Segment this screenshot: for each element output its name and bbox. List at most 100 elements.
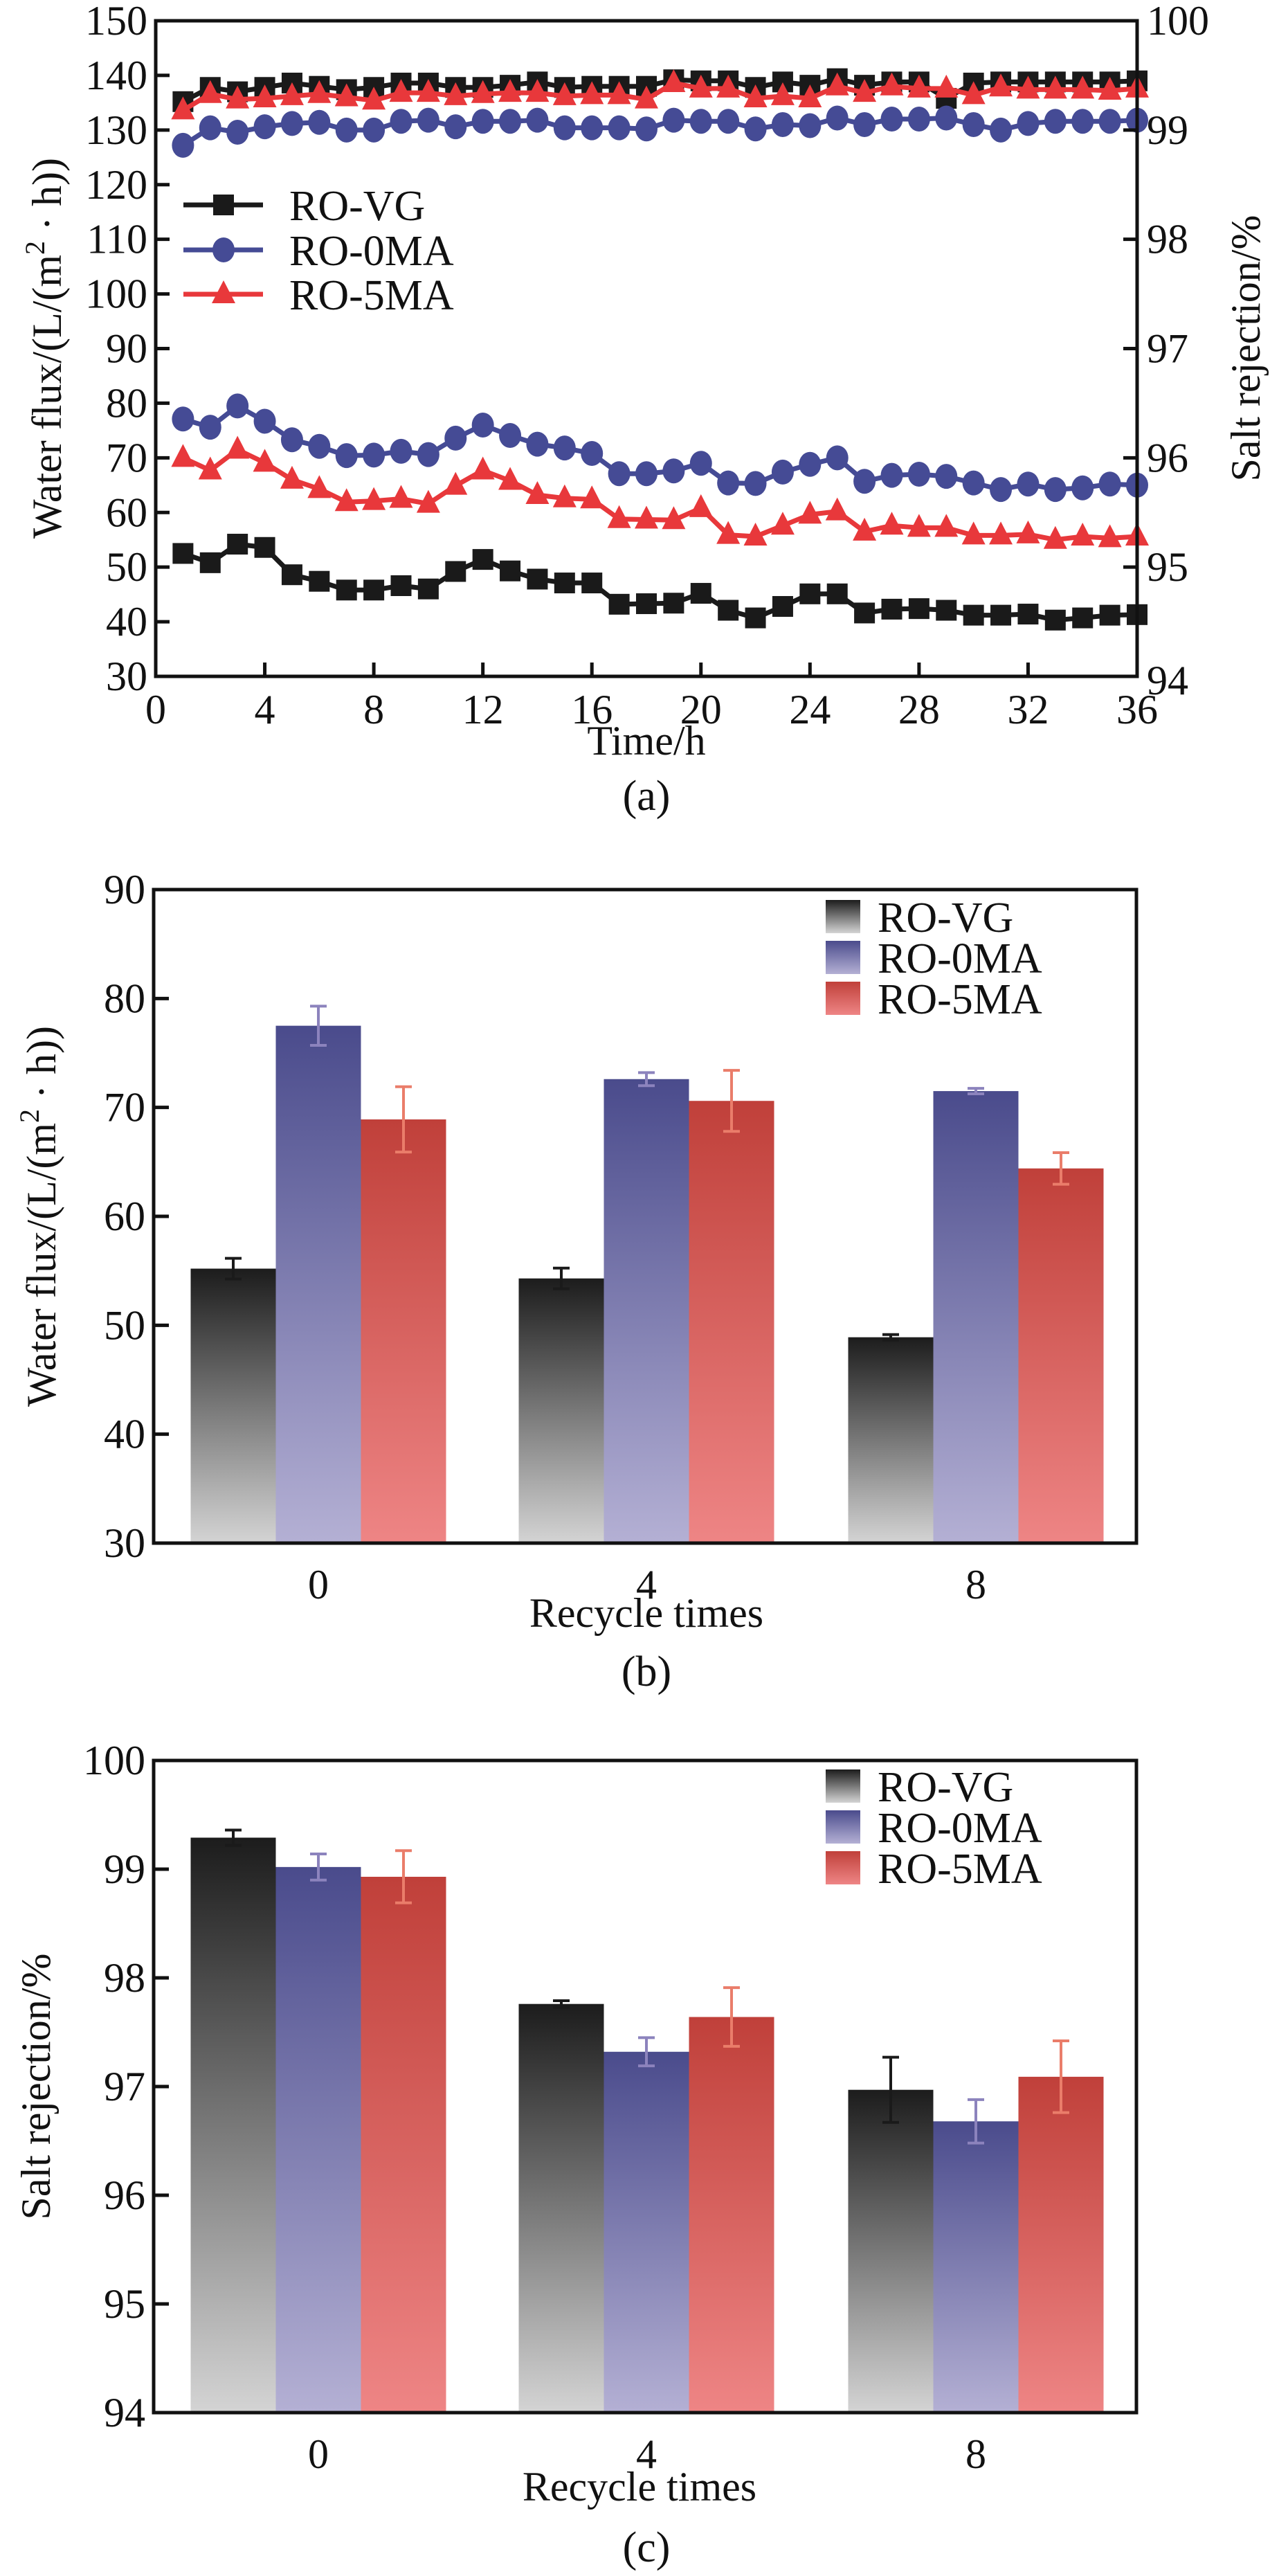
legend-item-ro-5ma: RO-5MA [183, 272, 454, 319]
point-ro-vg-marker-square [799, 583, 821, 604]
point-ro-0ma-marker-circle [390, 109, 412, 134]
point-ro-0ma-marker-circle [444, 114, 467, 140]
point-ro-0ma-marker-circle [880, 462, 903, 488]
error-bar-ro-0ma-0 [310, 1005, 327, 1047]
point-ro-5ma-marker-triangle [853, 517, 877, 541]
point-ro-5ma-marker-triangle [389, 79, 413, 102]
legend-label: RO-5MA [878, 1846, 1042, 1893]
bar-series-ro-vg [190, 1257, 934, 1543]
point-ro-5ma-marker-triangle [716, 74, 741, 98]
point-ro-0ma-marker-circle [199, 115, 221, 141]
error-bar-ro-5ma-0 [395, 1849, 412, 1904]
bar-ro-5ma-4 [689, 2017, 774, 2413]
point-ro-5ma-marker-triangle [607, 81, 631, 105]
point-ro-0ma-marker-circle [935, 105, 958, 131]
point-ro-5ma-marker-triangle [171, 444, 195, 467]
point-ro-5ma-marker-triangle [171, 96, 195, 120]
point-ro-vg-marker-square [854, 602, 876, 624]
error-bar-ro-0ma-8 [968, 2098, 984, 2145]
point-ro-vg-marker-square [690, 583, 711, 604]
point-ro-5ma-marker-triangle [226, 435, 250, 459]
bar-series-ro-0ma [275, 1005, 1019, 1543]
point-ro-vg-marker-square [227, 534, 248, 555]
point-ro-vg-marker-square [581, 573, 603, 594]
point-ro-0ma-marker-circle [553, 435, 576, 461]
legend-label: RO-VG [878, 894, 1013, 942]
legend-item-ro-vg: RO-VG [183, 183, 425, 230]
point-ro-0ma-marker-circle [253, 408, 276, 434]
point-ro-vg-marker-square [254, 537, 275, 558]
panel-a-ticks: 0 4 8 12 16 20 24 28 32 36 30 40 50 60 70 80 90 100 110 120… [85, 0, 1209, 732]
error-bar-ro-5ma-4 [723, 1069, 740, 1133]
point-ro-vg-marker-square [281, 564, 302, 586]
x-tick-label: 8 [363, 687, 384, 732]
point-ro-5ma-marker-triangle [280, 82, 304, 105]
point-ro-5ma-marker-triangle [416, 489, 440, 513]
point-ro-0ma-marker-circle [689, 451, 712, 476]
point-ro-vg-marker-square [554, 573, 575, 594]
point-ro-5ma-marker-triangle [798, 501, 822, 524]
point-ro-0ma-marker-circle [635, 116, 657, 142]
point-ro-5ma-marker-triangle [743, 522, 768, 546]
panel-a-line-chart: 0 4 8 12 16 20 24 28 32 36 30 40 50 60 70 80 90 100 110 120… [19, 0, 1269, 820]
panel-c-plot-area [190, 1828, 1104, 2413]
point-ro-5ma-marker-triangle [907, 514, 931, 537]
y-tick-label: 30 [106, 654, 147, 699]
point-ro-5ma-marker-triangle [307, 475, 332, 498]
bar-ro-vg-8 [848, 2089, 934, 2413]
y-tick-label: 70 [106, 435, 147, 480]
y-tick-label: 110 [87, 217, 147, 262]
point-ro-0ma-marker-circle [1017, 471, 1040, 497]
bar-ro-vg-0 [190, 1837, 276, 2413]
point-ro-5ma-marker-triangle [307, 80, 332, 103]
point-ro-5ma-marker-triangle [798, 84, 822, 108]
point-ro-5ma-marker-triangle [1016, 75, 1040, 99]
bar-ro-5ma-8 [1018, 2076, 1104, 2413]
point-ro-0ma-marker-circle [717, 470, 740, 496]
point-ro-5ma-marker-triangle [961, 81, 986, 105]
point-ro-5ma-marker-triangle [880, 72, 904, 96]
bar-series-ro-5ma [361, 1849, 1104, 2413]
point-ro-5ma-marker-triangle [552, 82, 577, 105]
point-ro-0ma-marker-circle [962, 470, 985, 496]
legend-item-ro-0ma: RO-0MA [183, 228, 454, 275]
panel-b-x-axis-title: Recycle times [529, 1590, 763, 1636]
point-ro-0ma-marker-circle [608, 115, 631, 141]
point-ro-5ma-marker-triangle [716, 521, 741, 544]
y2-tick-label: 98 [1147, 217, 1188, 262]
point-ro-5ma-marker-triangle [635, 85, 658, 109]
panel-a-y-axis-title-sup: 2 [19, 241, 51, 255]
point-ro-0ma-marker-circle [335, 117, 358, 143]
y-tick-label: 90 [104, 867, 145, 912]
y-tick-label: 50 [106, 544, 147, 590]
panel-c-ticks: 94 95 96 97 98 99 100 0 4 8 [83, 1738, 986, 2477]
point-ro-0ma-marker-circle [172, 406, 194, 432]
legend-label: RO-5MA [878, 976, 1042, 1023]
point-ro-5ma-marker-triangle [880, 512, 904, 535]
point-ro-0ma-marker-circle [990, 477, 1013, 503]
point-ro-5ma-marker-triangle [498, 79, 523, 102]
legend-label: RO-VG [878, 1764, 1013, 1811]
error-bar-ro-vg-4 [553, 1266, 570, 1290]
point-ro-5ma-marker-triangle [525, 480, 550, 504]
x-tick-label: 28 [898, 687, 940, 732]
point-ro-0ma-marker-circle [390, 438, 412, 464]
x-tick-label: 20 [680, 687, 722, 732]
error-bar-ro-0ma-8 [968, 1087, 984, 1095]
series-ro-5ma-salt-rejection [171, 69, 1149, 120]
point-ro-5ma-marker-triangle [989, 73, 1013, 97]
point-ro-0ma-marker-circle [308, 109, 331, 135]
legend-marker-triangle [212, 280, 235, 303]
legend-label: RO-5MA [289, 272, 454, 319]
point-ro-0ma-marker-circle [662, 458, 685, 484]
point-ro-0ma-marker-circle [1098, 109, 1121, 134]
point-ro-vg-marker-square [663, 593, 684, 614]
panel-a-x-axis-title: Time/h [587, 718, 705, 764]
point-ro-0ma-marker-circle [744, 116, 767, 142]
panel-b-y-axis-title-end: · h)) [19, 1026, 64, 1109]
bar-series-ro-0ma [275, 1853, 1019, 2413]
point-ro-0ma-marker-circle [826, 105, 849, 131]
